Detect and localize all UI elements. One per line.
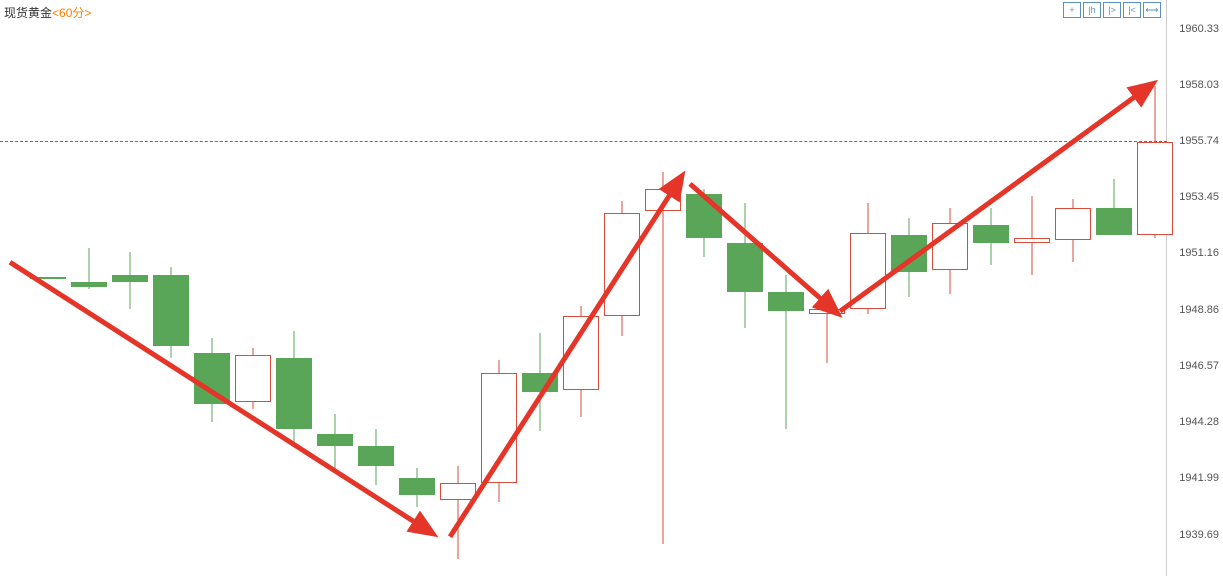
candle [399, 0, 435, 576]
candle [973, 0, 1009, 576]
y-axis-label: 1939.69 [1179, 529, 1219, 541]
candle [850, 0, 886, 576]
candle [194, 0, 230, 576]
candle [604, 0, 640, 576]
candle [235, 0, 271, 576]
candle [522, 0, 558, 576]
candle [440, 0, 476, 576]
y-axis-label: 1944.28 [1179, 416, 1219, 428]
y-axis-label: 1953.45 [1179, 191, 1219, 203]
y-axis-label: 1941.99 [1179, 472, 1219, 484]
candle [768, 0, 804, 576]
candle [932, 0, 968, 576]
candle [358, 0, 394, 576]
y-axis-label: 1960.33 [1179, 23, 1219, 35]
y-axis-label: 1958.03 [1179, 79, 1219, 91]
y-axis-label: 1955.74 [1179, 135, 1219, 147]
candle [563, 0, 599, 576]
y-axis-label: 1946.57 [1179, 360, 1219, 372]
candle [1014, 0, 1050, 576]
candle [112, 0, 148, 576]
candle [1096, 0, 1132, 576]
candle [30, 0, 66, 576]
y-axis-label: 1948.86 [1179, 304, 1219, 316]
candle [317, 0, 353, 576]
candle [809, 0, 845, 576]
candle [1137, 0, 1173, 576]
candlestick-plot[interactable] [0, 0, 1167, 576]
candle [481, 0, 517, 576]
y-axis: 1960.33 1958.03 1955.74 1953.45 1951.16 1948.… [1166, 0, 1223, 576]
candle [891, 0, 927, 576]
candle [686, 0, 722, 576]
candle [71, 0, 107, 576]
candle [1055, 0, 1091, 576]
candle [727, 0, 763, 576]
candle [645, 0, 681, 576]
candle [153, 0, 189, 576]
y-axis-label: 1951.16 [1179, 247, 1219, 259]
candle [276, 0, 312, 576]
